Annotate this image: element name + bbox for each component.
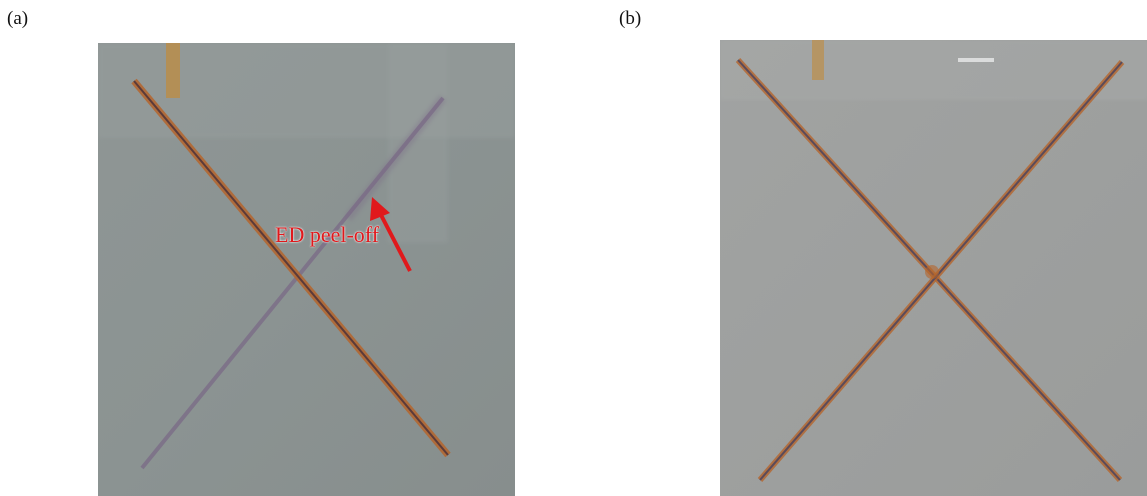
cross-center — [925, 265, 939, 279]
photo-panel-a — [98, 43, 515, 496]
peel-off-zone — [344, 95, 447, 221]
scribe-line-a — [133, 80, 449, 456]
yellow-mark — [166, 43, 180, 98]
white-mark — [958, 58, 994, 62]
photo-a-image — [98, 43, 515, 496]
photo-b-image — [720, 40, 1147, 496]
ed-peel-off-label: ED peel-off — [275, 222, 380, 247]
top-band — [720, 40, 1147, 100]
arrow-head — [370, 197, 390, 221]
tape-strip — [388, 43, 448, 243]
tape-band — [98, 43, 515, 138]
scribe-line-b2 — [759, 61, 1123, 481]
annotation-arrow — [378, 212, 412, 272]
photo-panel-b — [720, 40, 1147, 496]
panel-label-a: (a) — [7, 8, 29, 29]
yellow-mark-b — [812, 40, 824, 80]
panel-label-b: (b) — [619, 8, 642, 29]
